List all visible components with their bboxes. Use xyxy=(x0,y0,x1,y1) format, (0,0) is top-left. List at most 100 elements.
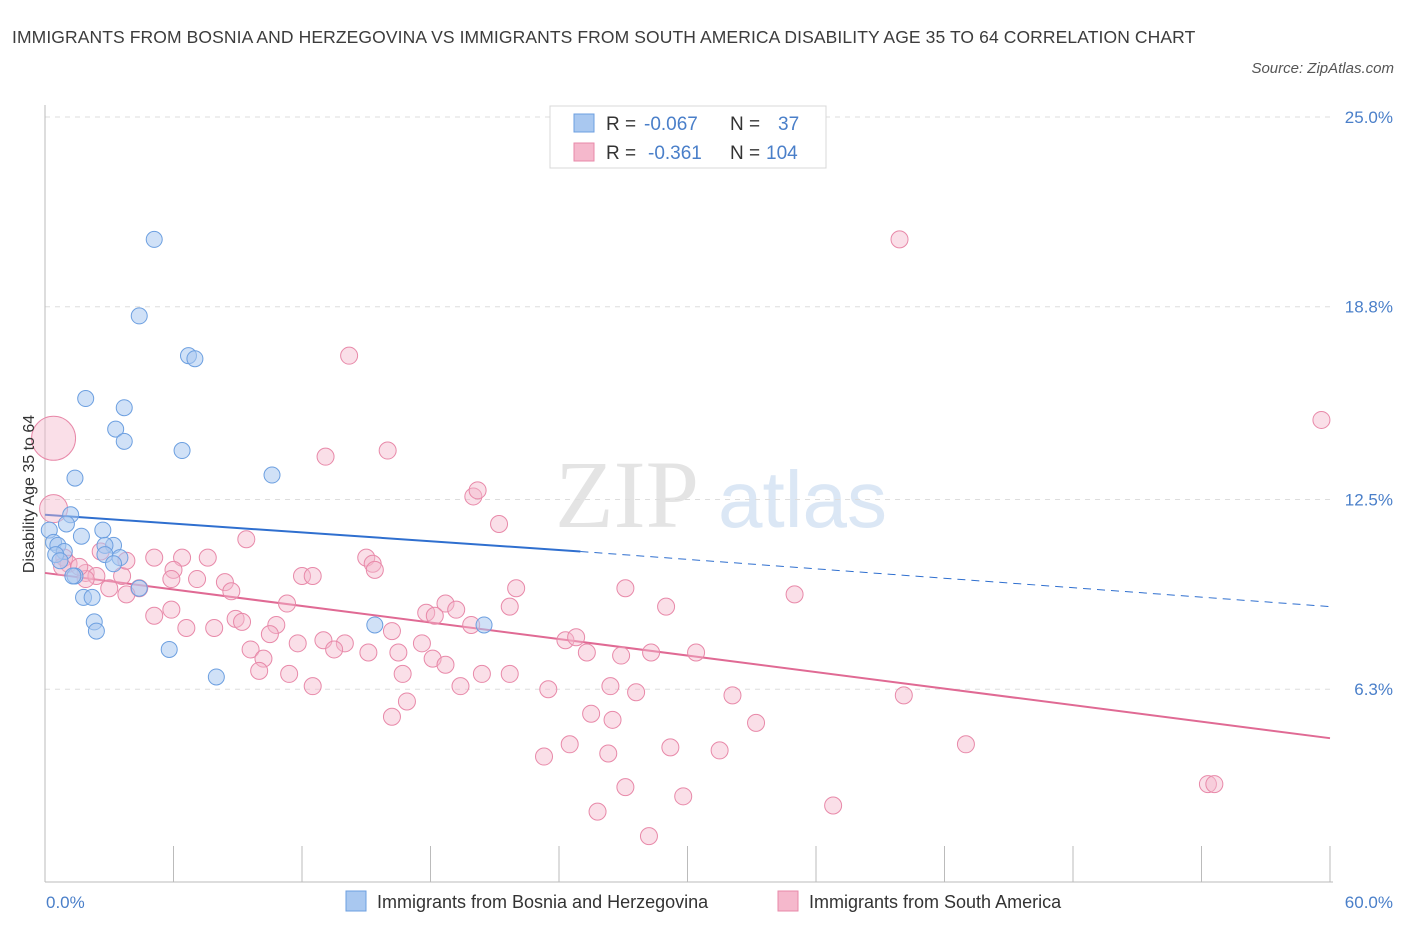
point-bosnia xyxy=(77,390,95,408)
legend-r-label-2: R = xyxy=(606,143,636,164)
x-tick-label-min: 0.0% xyxy=(46,893,85,912)
point-bosnia xyxy=(64,567,82,585)
point-south-america xyxy=(723,686,742,705)
trend-line-bosnia-dashed xyxy=(580,551,1331,608)
point-south-america xyxy=(560,735,579,754)
point-south-america xyxy=(303,677,322,696)
point-south-america xyxy=(278,594,297,613)
legend-r-value-1: -0.067 xyxy=(644,114,698,135)
point-south-america xyxy=(616,579,635,598)
point-south-america xyxy=(365,560,384,579)
correlation-legend: R = -0.067 N = 37 R = -0.361 N = 104 xyxy=(549,105,827,169)
point-south-america xyxy=(31,415,77,461)
point-south-america xyxy=(162,600,181,619)
point-south-america xyxy=(316,447,335,466)
point-south-america xyxy=(500,597,519,616)
point-south-america xyxy=(567,628,586,647)
point-bosnia xyxy=(160,640,178,658)
legend-n-label-2: N = xyxy=(730,143,760,164)
source-label: Source: ZipAtlas.com xyxy=(1251,60,1394,77)
point-bosnia xyxy=(72,527,90,545)
point-south-america xyxy=(267,615,286,634)
point-south-america xyxy=(303,567,322,585)
point-south-america xyxy=(599,744,618,763)
point-south-america xyxy=(535,747,554,766)
point-south-america xyxy=(205,619,224,638)
point-south-america xyxy=(747,713,766,732)
trend-line-south-america xyxy=(44,571,1331,740)
point-south-america xyxy=(378,441,397,460)
point-bosnia xyxy=(173,442,191,460)
bottom-legend-swatch-pink xyxy=(777,890,799,912)
chart-title: IMMIGRANTS FROM BOSNIA AND HERZEGOVINA V… xyxy=(12,27,1196,47)
point-bosnia xyxy=(51,552,69,570)
point-south-america xyxy=(215,573,234,592)
point-south-america xyxy=(627,683,646,702)
point-bosnia xyxy=(263,466,281,484)
point-south-america xyxy=(237,530,256,549)
point-south-america xyxy=(260,625,279,644)
point-south-america xyxy=(241,640,260,659)
point-south-america xyxy=(824,796,843,815)
point-south-america xyxy=(393,664,412,683)
point-south-america xyxy=(188,570,207,589)
point-south-america xyxy=(145,548,164,567)
point-south-america xyxy=(145,606,164,625)
point-bosnia xyxy=(145,230,163,248)
point-south-america xyxy=(293,567,311,585)
point-bosnia xyxy=(130,307,148,325)
point-bosnia xyxy=(87,622,105,640)
point-south-america xyxy=(472,664,491,683)
data-points xyxy=(31,230,1331,846)
point-south-america xyxy=(389,643,408,662)
point-south-america xyxy=(340,346,359,365)
point-south-america xyxy=(639,827,658,846)
point-bosnia xyxy=(94,521,112,539)
point-south-america xyxy=(710,741,729,760)
legend-n-value-1: 37 xyxy=(778,114,799,135)
watermark-zip: ZIP xyxy=(555,441,699,548)
point-south-america xyxy=(222,582,241,601)
point-south-america xyxy=(642,643,661,662)
point-south-america xyxy=(325,640,344,659)
point-bosnia xyxy=(105,555,123,573)
y-axis-title: Disability Age 35 to 64 xyxy=(21,415,38,573)
point-bosnia xyxy=(186,350,204,368)
point-bosnia xyxy=(115,432,133,450)
point-south-america xyxy=(87,567,106,585)
axes xyxy=(44,105,1333,883)
point-south-america xyxy=(382,622,401,641)
point-south-america xyxy=(162,570,181,589)
point-south-america xyxy=(173,548,192,567)
trend-line-bosnia xyxy=(44,513,581,553)
point-south-america xyxy=(890,230,909,249)
y-tick-label: 18.8% xyxy=(1345,298,1393,317)
point-south-america xyxy=(582,704,601,723)
point-south-america xyxy=(603,710,622,729)
point-south-america xyxy=(233,612,252,631)
series-legend: Immigrants from Bosnia and Herzegovina I… xyxy=(345,890,1062,912)
point-bosnia xyxy=(207,668,225,686)
point-bosnia xyxy=(57,515,75,533)
legend-swatch-pink xyxy=(573,142,595,162)
grid xyxy=(45,116,1330,690)
point-south-america xyxy=(674,787,693,806)
legend-r-label-1: R = xyxy=(606,114,636,135)
bottom-legend-label-1: Immigrants from Bosnia and Herzegovina xyxy=(377,892,709,912)
point-south-america xyxy=(657,597,676,616)
bottom-legend-swatch-blue xyxy=(345,890,367,912)
point-south-america xyxy=(451,677,470,696)
legend-swatch-blue xyxy=(573,113,595,133)
point-bosnia xyxy=(66,469,84,487)
point-south-america xyxy=(785,585,804,604)
point-south-america xyxy=(280,664,299,683)
bottom-legend-label-2: Immigrants from South America xyxy=(809,892,1062,912)
y-tick-label: 6.3% xyxy=(1354,680,1393,699)
point-bosnia xyxy=(107,420,125,438)
point-south-america xyxy=(250,661,269,680)
x-tick-label-max: 60.0% xyxy=(1345,893,1393,912)
point-south-america xyxy=(507,579,526,598)
point-bosnia xyxy=(366,616,384,634)
point-south-america xyxy=(447,600,466,619)
legend-r-value-2: -0.361 xyxy=(648,143,702,164)
